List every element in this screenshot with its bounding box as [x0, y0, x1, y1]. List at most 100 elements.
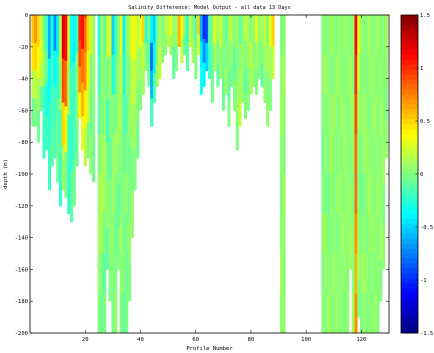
data-cell	[221, 78, 225, 111]
colorbar-swatch	[401, 258, 418, 264]
data-cell	[379, 260, 383, 302]
data-cell	[139, 46, 143, 79]
data-cell	[373, 253, 377, 294]
data-cell	[97, 253, 101, 294]
profile-column	[64, 15, 68, 199]
data-cell	[346, 213, 350, 254]
data-cell	[144, 15, 148, 44]
data-cell	[116, 57, 121, 101]
data-cell	[100, 94, 104, 135]
data-cell	[116, 227, 121, 270]
profile-column	[230, 15, 234, 87]
data-cell	[114, 253, 118, 294]
data-cell	[216, 38, 220, 63]
profile-column	[199, 15, 203, 95]
data-cell	[67, 15, 71, 65]
profile-column	[108, 15, 112, 302]
data-cell	[75, 15, 79, 54]
profile-column	[268, 15, 272, 111]
profile-column	[252, 15, 256, 87]
profile-column	[97, 15, 101, 334]
data-cell	[266, 42, 270, 71]
data-cell	[346, 134, 350, 175]
data-cell	[360, 15, 364, 56]
data-cell	[122, 134, 126, 175]
data-cell	[376, 293, 380, 334]
profile-column	[197, 15, 201, 56]
profile-column	[128, 15, 132, 302]
data-cell	[337, 213, 341, 254]
data-cell	[340, 15, 344, 56]
data-cell	[128, 137, 132, 179]
profile-column	[72, 15, 76, 207]
profile-column	[81, 15, 85, 151]
data-cell	[365, 94, 369, 135]
data-cell	[128, 55, 132, 98]
data-cell	[335, 15, 339, 56]
data-cell	[244, 92, 248, 119]
data-cell	[47, 15, 52, 60]
colorbar-swatch	[401, 39, 418, 46]
data-cell	[186, 42, 190, 71]
data-cell	[279, 15, 283, 56]
data-cell	[266, 98, 270, 127]
x-tick-label: 20	[82, 337, 89, 343]
data-cell	[125, 94, 129, 135]
data-cell	[100, 213, 104, 254]
data-cell	[376, 174, 380, 215]
data-cell	[365, 54, 369, 95]
data-cell	[354, 94, 358, 135]
data-cell	[335, 174, 339, 215]
data-cell	[147, 15, 151, 40]
data-cell	[279, 213, 283, 254]
data-cell	[128, 178, 132, 220]
data-cell	[235, 82, 239, 117]
data-cell	[116, 184, 121, 228]
data-cell	[86, 50, 90, 87]
colorbar-swatch	[401, 183, 418, 190]
data-cell	[152, 15, 156, 45]
data-cell	[252, 15, 256, 40]
profile-column	[257, 15, 261, 79]
data-cell	[371, 15, 375, 56]
profile-column	[282, 15, 286, 334]
colorbar-swatch	[401, 29, 418, 36]
data-cell	[263, 73, 267, 103]
profile-column	[31, 15, 35, 127]
colorbar-swatch	[401, 198, 418, 205]
data-cell	[376, 15, 380, 56]
colorbar-swatch	[401, 313, 418, 319]
data-cell	[75, 52, 79, 91]
profile-column	[86, 15, 90, 159]
data-cell	[379, 15, 383, 57]
data-cell	[36, 15, 40, 48]
colorbar-swatch	[401, 228, 418, 235]
data-cell	[351, 174, 355, 215]
data-cell	[368, 174, 372, 215]
profile-column	[163, 15, 167, 56]
data-cell	[260, 38, 264, 63]
data-cell	[202, 62, 206, 87]
data-cell	[232, 46, 237, 79]
profile-column	[346, 15, 350, 334]
data-cell	[368, 213, 372, 254]
data-cell	[365, 174, 369, 215]
x-tick-label: 120	[356, 337, 366, 343]
data-cell	[282, 94, 286, 135]
data-cell	[50, 15, 54, 54]
profile-column	[169, 15, 173, 56]
data-cell	[362, 253, 366, 294]
data-cell	[116, 142, 121, 185]
data-cell	[371, 253, 375, 294]
data-cell	[42, 15, 46, 52]
data-cell	[365, 253, 369, 294]
profile-column	[238, 15, 242, 127]
colorbar-swatch	[401, 273, 418, 279]
data-cell	[362, 15, 366, 56]
data-cell	[36, 78, 40, 111]
data-cell	[340, 134, 344, 175]
data-cell	[365, 134, 369, 175]
data-cell	[103, 293, 107, 334]
data-cell	[139, 15, 143, 48]
data-cell	[227, 42, 231, 71]
